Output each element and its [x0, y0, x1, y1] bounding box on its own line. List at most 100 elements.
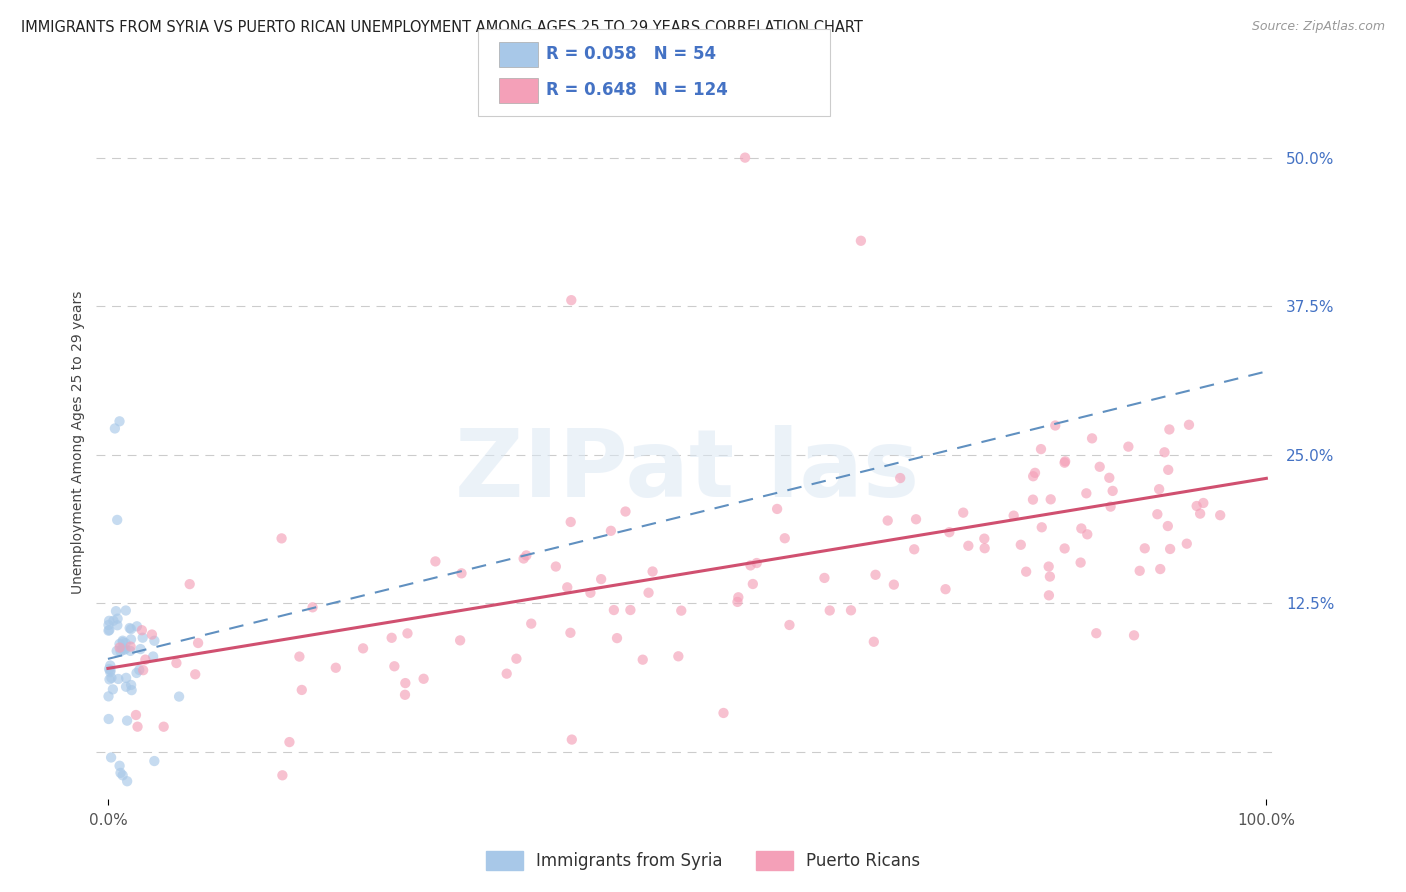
Point	[1175, 537, 1198, 551]
Point	[1053, 541, 1076, 556]
Point	[111, 635, 134, 649]
Y-axis label: Unemployment Among Ages 25 to 29 years: Unemployment Among Ages 25 to 29 years	[72, 291, 86, 594]
Point	[778, 618, 800, 632]
Point	[120, 640, 142, 654]
Point	[766, 502, 789, 516]
Point	[1070, 556, 1092, 570]
Point	[450, 566, 472, 581]
Point	[125, 708, 148, 723]
Point	[134, 652, 156, 666]
Point	[1053, 456, 1076, 470]
Point	[114, 636, 136, 650]
Point	[1088, 459, 1111, 474]
Point	[291, 682, 314, 697]
Point	[108, 759, 131, 773]
Point	[813, 571, 835, 585]
Point	[167, 690, 190, 704]
Point	[131, 631, 153, 645]
Point	[905, 512, 928, 526]
Point	[412, 672, 434, 686]
Point	[555, 580, 578, 594]
Point	[352, 641, 374, 656]
Point	[606, 631, 628, 645]
Point	[641, 565, 664, 579]
Point	[1192, 496, 1215, 510]
Point	[100, 663, 122, 677]
Point	[734, 151, 756, 165]
Point	[121, 683, 143, 698]
Point	[544, 559, 567, 574]
Point	[1002, 508, 1025, 523]
Point	[1123, 628, 1146, 642]
Point	[666, 649, 689, 664]
Point	[187, 636, 209, 650]
Point	[1098, 471, 1121, 485]
Point	[515, 549, 537, 563]
Point	[394, 688, 416, 702]
Point	[120, 622, 142, 636]
Point	[301, 600, 323, 615]
Point	[1157, 519, 1180, 533]
Point	[107, 672, 129, 686]
Point	[883, 577, 905, 591]
Point	[104, 421, 127, 435]
Point	[100, 750, 122, 764]
Point	[839, 603, 862, 617]
Point	[98, 623, 121, 637]
Point	[973, 532, 995, 546]
Point	[876, 514, 898, 528]
Point	[495, 666, 517, 681]
Point	[934, 582, 956, 597]
Point	[449, 633, 471, 648]
Point	[1189, 507, 1212, 521]
Point	[396, 626, 419, 640]
Point	[97, 690, 120, 704]
Point	[120, 644, 142, 658]
Point	[631, 653, 654, 667]
Point	[97, 712, 120, 726]
Point	[114, 603, 136, 617]
Point	[520, 616, 543, 631]
Point	[108, 414, 131, 428]
Point	[132, 663, 155, 677]
Point	[1185, 499, 1208, 513]
Point	[938, 525, 960, 540]
Text: R = 0.648   N = 124: R = 0.648 N = 124	[546, 81, 727, 99]
Point	[727, 591, 749, 605]
Point	[129, 642, 152, 657]
Point	[114, 642, 136, 657]
Point	[143, 633, 166, 648]
Point	[115, 714, 138, 728]
Text: ZIPat las: ZIPat las	[456, 425, 920, 517]
Point	[603, 603, 626, 617]
Point	[98, 662, 121, 676]
Point	[889, 471, 911, 485]
Point	[1159, 422, 1181, 436]
Point	[100, 671, 122, 685]
Point	[115, 774, 138, 789]
Point	[288, 649, 311, 664]
Point	[98, 665, 121, 680]
Point	[131, 624, 153, 638]
Point	[1085, 626, 1108, 640]
Point	[184, 667, 207, 681]
Point	[957, 539, 980, 553]
Point	[1076, 486, 1098, 500]
Point	[115, 671, 138, 685]
Point	[1209, 508, 1232, 523]
Point	[505, 651, 527, 665]
Point	[278, 735, 301, 749]
Point	[107, 612, 129, 626]
Point	[637, 585, 659, 599]
Point	[1038, 559, 1060, 574]
Point	[1157, 463, 1180, 477]
Text: IMMIGRANTS FROM SYRIA VS PUERTO RICAN UNEMPLOYMENT AMONG AGES 25 TO 29 YEARS COR: IMMIGRANTS FROM SYRIA VS PUERTO RICAN UN…	[21, 20, 863, 35]
Point	[614, 504, 637, 518]
Point	[325, 661, 347, 675]
Point	[1022, 492, 1045, 507]
Text: Source: ZipAtlas.com: Source: ZipAtlas.com	[1251, 20, 1385, 33]
Point	[97, 618, 120, 632]
Point	[1039, 492, 1062, 507]
Point	[1015, 565, 1038, 579]
Point	[862, 634, 884, 648]
